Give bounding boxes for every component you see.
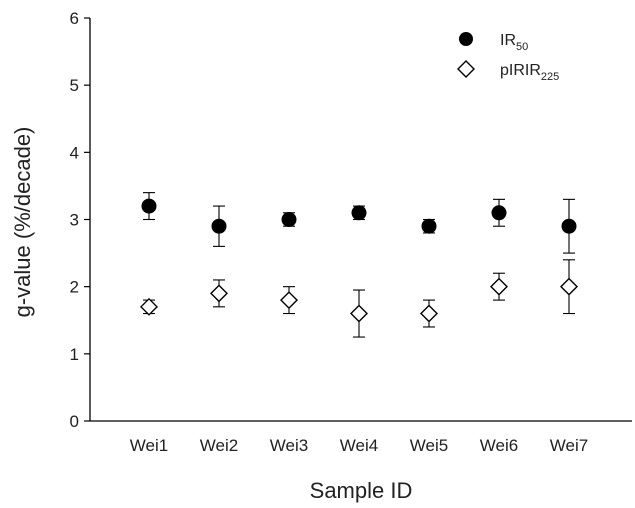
series-pirir [140, 259, 578, 338]
x-ticks: Wei1 Wei2 Wei3 Wei4 Wei5 Wei6 Wei7 [130, 436, 588, 455]
data-point [420, 304, 438, 323]
data-point [141, 198, 157, 214]
legend-marker [459, 32, 473, 46]
data-point [491, 205, 507, 221]
y-ticks: 0 1 2 3 4 5 6 [70, 9, 90, 431]
x-tick-label: Wei6 [480, 436, 518, 455]
x-tick-label: Wei2 [200, 436, 238, 455]
y-tick-label: 4 [70, 143, 79, 162]
y-tick-label: 1 [70, 345, 79, 364]
y-tick-label: 2 [70, 278, 79, 297]
data-point [561, 218, 577, 234]
x-tick-label: Wei5 [410, 436, 448, 455]
y-axis-title: g-value (%/decade) [10, 127, 35, 318]
data-point [560, 277, 578, 296]
y-tick-label: 6 [70, 9, 79, 28]
data-point [350, 304, 368, 323]
x-tick-label: Wei7 [550, 436, 588, 455]
data-point [140, 297, 158, 316]
data-point [280, 291, 298, 310]
data-point [421, 218, 437, 234]
x-tick-label: Wei1 [130, 436, 168, 455]
data-marks [140, 192, 578, 338]
x-axis-title: Sample ID [310, 478, 413, 503]
data-point [490, 277, 508, 296]
data-point [281, 212, 297, 227]
legend-marker [457, 60, 475, 78]
data-point [211, 218, 227, 234]
data-point [351, 205, 367, 221]
x-tick-label: Wei3 [270, 436, 308, 455]
series-ir [141, 192, 577, 254]
y-tick-label: 5 [70, 76, 79, 95]
data-point [210, 284, 228, 303]
y-tick-label: 0 [70, 412, 79, 431]
x-tick-label: Wei4 [340, 436, 378, 455]
y-tick-label: 3 [70, 211, 79, 230]
